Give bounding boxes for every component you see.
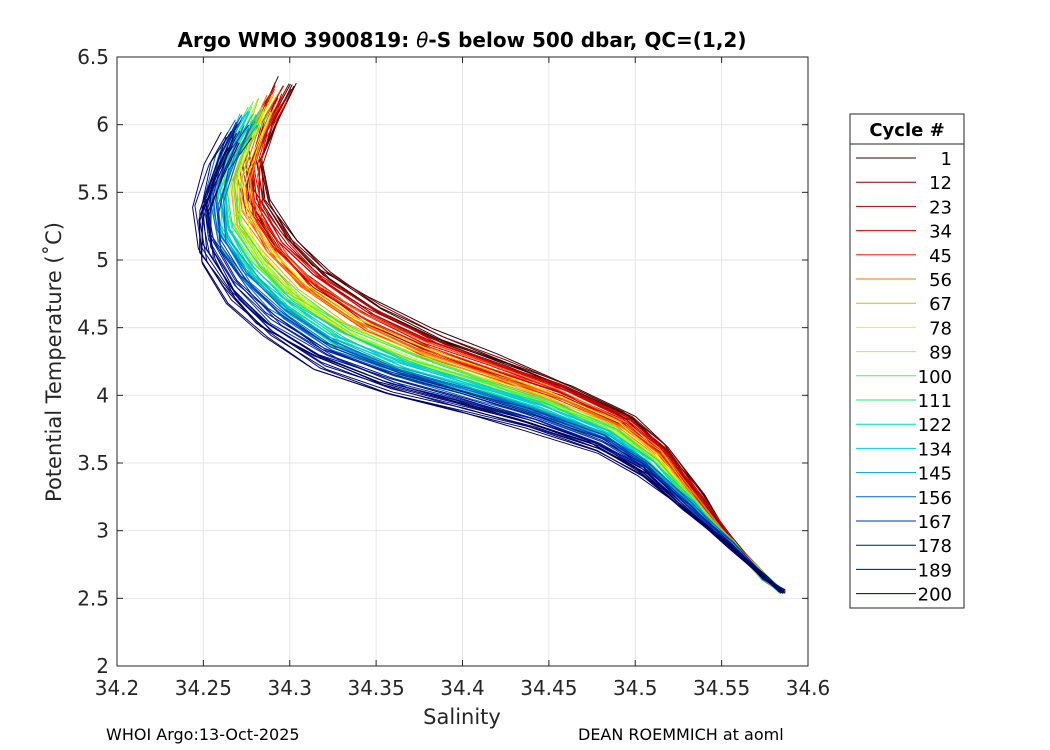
- legend-title: Cycle #: [869, 120, 944, 141]
- y-tick-label: 3.5: [77, 451, 109, 475]
- legend-entries: 1 12 23 34 45 56 67 78 89 100 111 122 134 145 156 167 17…: [856, 149, 952, 606]
- profile-line-cycle-111: [233, 108, 781, 593]
- legend-label-34: 34: [929, 222, 952, 243]
- legend-label-23: 23: [929, 197, 952, 218]
- footer-left: WHOI Argo:13-Oct-2025: [106, 725, 300, 744]
- profile-line-cycle-200: [205, 142, 781, 591]
- legend-label-67: 67: [929, 294, 952, 315]
- x-tick-label: 34.2: [95, 676, 140, 700]
- y-tick-label: 5.5: [77, 180, 109, 204]
- profile-line-cycle-178: [205, 123, 785, 594]
- y-tick-label: 3: [96, 519, 109, 543]
- y-axis-ticks: 2 2.5 3 3.5 4 4.5 5 5.5 6 6.5: [77, 45, 808, 678]
- chart-title: Argo WMO 3900819: θ-S below 500 dbar, QC…: [178, 28, 747, 52]
- chart-title-theta: θ: [416, 28, 428, 52]
- y-tick-label: 2: [96, 654, 109, 678]
- profile-line-cycle-34: [251, 85, 784, 591]
- legend-label-178: 178: [918, 536, 952, 557]
- chart-title-suffix: -S below 500 dbar, QC=(1,2): [428, 28, 746, 52]
- y-tick-label: 6.5: [77, 45, 109, 69]
- legend-label-89: 89: [929, 343, 952, 364]
- x-tick-label: 34.5: [613, 676, 658, 700]
- profile-line-cycle-56: [246, 90, 781, 591]
- legend: Cycle # 1 12 23 34 45 56 67 78 89 100 111 122 134 145…: [849, 113, 965, 609]
- y-tick-label: 2.5: [77, 586, 109, 610]
- y-tick-label: 6: [96, 113, 109, 137]
- legend-label-1: 1: [941, 149, 952, 170]
- x-tick-label: 34.35: [347, 676, 404, 700]
- legend-label-145: 145: [918, 464, 952, 485]
- y-tick-label: 5: [96, 248, 109, 272]
- x-axis-label: Salinity: [423, 705, 501, 729]
- x-tick-label: 34.55: [693, 676, 750, 700]
- x-tick-label: 34.45: [520, 676, 577, 700]
- chart-title-prefix: Argo WMO 3900819:: [178, 28, 417, 52]
- legend-label-189: 189: [918, 560, 952, 581]
- x-axis-ticks: 34.2 34.25 34.3 34.35 34.4 34.45 34.5 34.55 34.6: [95, 57, 831, 700]
- x-tick-label: 34.25: [175, 676, 232, 700]
- legend-label-78: 78: [929, 318, 952, 339]
- legend-label-134: 134: [918, 439, 952, 460]
- legend-label-156: 156: [918, 488, 952, 509]
- profile-series: [192, 76, 786, 594]
- profile-line-cycle-200: [198, 145, 780, 592]
- y-axis-label: Potential Temperature (˚C): [42, 222, 66, 502]
- legend-label-12: 12: [929, 173, 952, 194]
- profile-line-cycle-12: [261, 83, 786, 593]
- legend-label-45: 45: [929, 246, 952, 267]
- legend-label-122: 122: [918, 415, 952, 436]
- legend-label-56: 56: [929, 270, 952, 291]
- y-tick-label: 4: [96, 383, 109, 407]
- footer-right: DEAN ROEMMICH at aoml: [578, 725, 784, 744]
- legend-box: [849, 113, 965, 609]
- legend-label-167: 167: [918, 512, 952, 533]
- x-tick-label: 34.3: [267, 676, 312, 700]
- legend-label-200: 200: [918, 585, 952, 606]
- x-tick-label: 34.4: [440, 676, 485, 700]
- profile-line-cycle-156: [211, 115, 786, 592]
- legend-label-100: 100: [918, 367, 952, 388]
- x-tick-label: 34.6: [786, 676, 831, 700]
- legend-label-111: 111: [918, 391, 952, 412]
- y-tick-label: 4.5: [77, 316, 109, 340]
